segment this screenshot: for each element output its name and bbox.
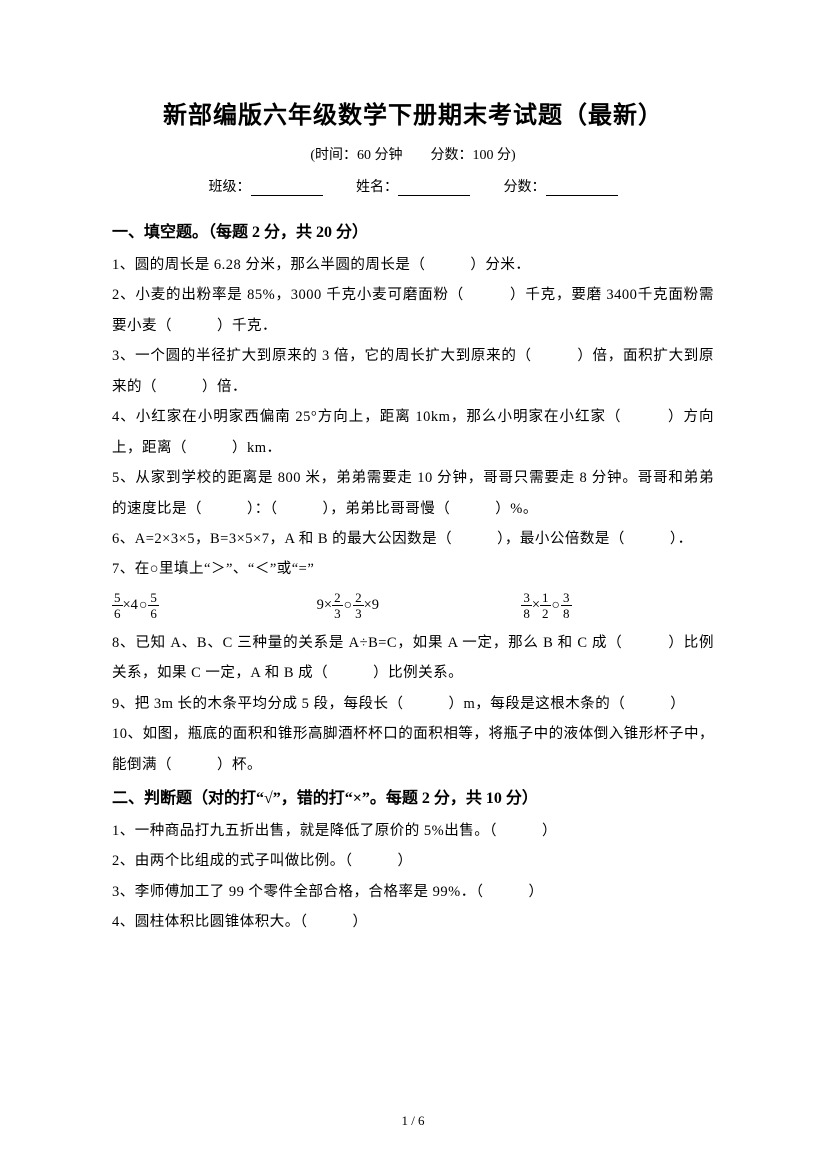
- frac-num: 3: [561, 591, 572, 606]
- frac-num: 5: [148, 591, 159, 606]
- frac-den: 8: [521, 606, 532, 620]
- score-blank[interactable]: [546, 182, 618, 196]
- s2-q4: 4、圆柱体积比圆锥体积大。（ ）: [112, 907, 714, 937]
- math-op: 9×: [317, 597, 332, 613]
- s1-q9: 9、把 3m 长的木条平均分成 5 段，每段长（ ）m，每段是这根木条的（ ）: [112, 689, 714, 719]
- frac-num: 3: [521, 591, 532, 606]
- frac-den: 3: [353, 606, 364, 620]
- section1-header: 一、填空题。（每题 2 分，共 20 分）: [112, 218, 714, 242]
- info-row: 班级： 姓名： 分数：: [112, 176, 714, 196]
- frac-num: 1: [540, 591, 551, 606]
- s1-q1: 1、圆的周长是 6.28 分米，那么半圆的周长是（ ）分米．: [112, 250, 714, 280]
- s2-q1: 1、一种商品打九五折出售，就是降低了原价的 5%出售。（ ）: [112, 816, 714, 846]
- frac-num: 5: [112, 591, 123, 606]
- s1-q7: 7、在○里填上“＞”、“＜”或“=”: [112, 554, 714, 584]
- name-label: 姓名：: [356, 180, 398, 195]
- frac-den: 3: [332, 606, 343, 620]
- s1-q5: 5、从家到学校的距离是 800 米，弟弟需要走 10 分钟，哥哥只需要走 8 分…: [112, 463, 714, 524]
- class-blank[interactable]: [251, 182, 323, 196]
- s1-q3: 3、一个圆的半径扩大到原来的 3 倍，它的周长扩大到原来的（ ）倍，面积扩大到原…: [112, 341, 714, 402]
- frac-num: 2: [353, 591, 364, 606]
- compare-circle[interactable]: ○: [139, 596, 147, 616]
- frac-den: 6: [112, 606, 123, 620]
- s1-q7-math: 56×4○56 9×23○23×9 38×12○38: [112, 591, 714, 620]
- s1-q6: 6、A=2×3×5，B=3×5×7，A 和 B 的最大公因数是（ ），最小公倍数…: [112, 524, 714, 554]
- s2-q3: 3、李师傅加工了 99 个零件全部合格，合格率是 99%．（ ）: [112, 877, 714, 907]
- math-expr-3: 38×12○38: [521, 591, 714, 620]
- s2-q2: 2、由两个比组成的式子叫做比例。（ ）: [112, 846, 714, 876]
- compare-circle[interactable]: ○: [552, 596, 560, 616]
- page-number: 1 / 6: [0, 1113, 826, 1129]
- math-op: ×9: [364, 597, 379, 613]
- frac-num: 2: [332, 591, 343, 606]
- s1-q4: 4、小红家在小明家西偏南 25°方向上，距离 10km，那么小明家在小红家（ ）…: [112, 402, 714, 463]
- frac-den: 2: [540, 606, 551, 620]
- math-op: ×: [532, 597, 540, 613]
- frac-den: 8: [561, 606, 572, 620]
- frac-den: 6: [148, 606, 159, 620]
- section2-header: 二、判断题（对的打“√”，错的打“×”。每题 2 分，共 10 分）: [112, 784, 714, 808]
- math-expr-1: 56×4○56: [112, 591, 317, 620]
- exam-title: 新部编版六年级数学下册期末考试题（最新）: [112, 95, 714, 130]
- math-expr-2: 9×23○23×9: [317, 591, 522, 620]
- s1-q10: 10、如图，瓶底的面积和锥形高脚酒杯杯口的面积相等，将瓶子中的液体倒入锥形杯子中…: [112, 719, 714, 780]
- s1-q2: 2、小麦的出粉率是 85%，3000 千克小麦可磨面粉（ ）千克，要磨 3400…: [112, 280, 714, 341]
- compare-circle[interactable]: ○: [344, 596, 352, 616]
- name-blank[interactable]: [398, 182, 470, 196]
- class-label: 班级：: [209, 180, 251, 195]
- exam-subtitle: (时间：60 分钟 分数：100 分): [112, 144, 714, 164]
- score-label: 分数：: [504, 180, 546, 195]
- s1-q8: 8、已知 A、B、C 三种量的关系是 A÷B=C，如果 A 一定，那么 B 和 …: [112, 628, 714, 689]
- math-op: ×4: [123, 597, 138, 613]
